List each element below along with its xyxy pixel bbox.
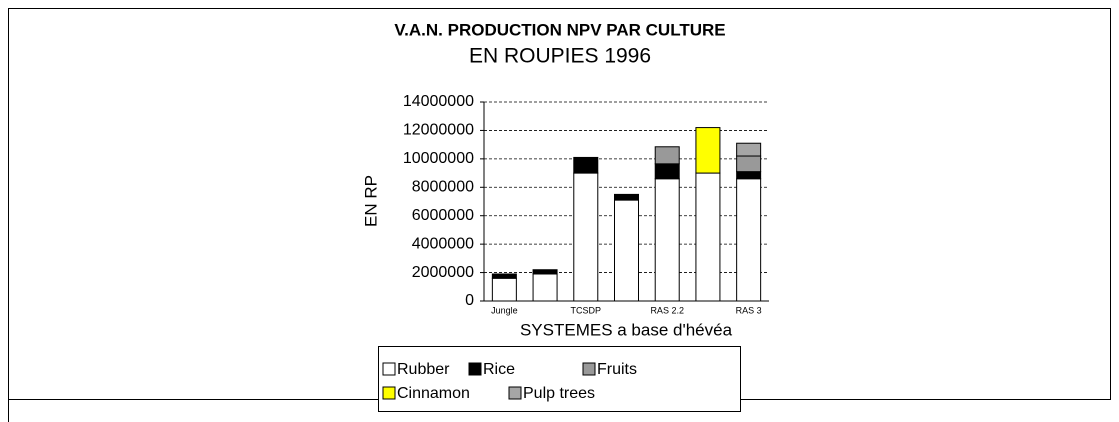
bar-segment [532,269,558,275]
bar-segment [491,277,517,302]
chart-subtitle: EN ROUPIES 1996 [469,45,651,68]
legend-swatch [382,362,396,376]
legend [378,346,741,412]
y-tick-label: 12000000 [403,122,474,139]
legend-swatch [468,362,482,376]
bar-segment [573,172,599,302]
y-tick-label: 6000000 [412,207,474,224]
bar-segment [695,172,721,302]
y-tick-label: 2000000 [412,264,474,281]
bar-segment [573,156,599,174]
bar-segment [614,193,639,201]
legend-swatch [382,386,396,400]
legend-label: Rubber [397,361,450,378]
bar-segment [491,273,517,279]
bar-segment [695,127,721,174]
bar-segment [654,163,680,180]
bar-segment [532,273,558,302]
bar-segment [654,178,680,302]
y-tick-label: 14000000 [403,93,474,110]
bar-segment [654,146,680,165]
y-tick-label: 8000000 [412,179,474,196]
legend-label: Rice [483,361,515,378]
x-tick-label: Jungle [491,305,518,315]
y-tick-label: 4000000 [412,235,474,252]
legend-swatch [508,386,522,400]
legend-label: Fruits [597,361,637,378]
bar-segment [736,155,762,173]
legend-label: Cinnamon [397,385,470,402]
chart-title: V.A.N. PRODUCTION NPV PAR CULTURE [394,20,725,39]
x-axis-label: SYSTEMES a base d'hévéa [520,320,733,339]
bar-segment [614,199,639,302]
y-axis-label: EN RP [361,175,380,227]
y-tick-label: 10000000 [403,150,474,167]
x-tick-label: RAS 3 [736,305,762,315]
legend-label: Pulp trees [523,385,595,402]
legend-swatch [582,362,596,376]
x-tick-label: TCSDP [571,305,602,315]
bar-segment [736,142,762,157]
bar-segment [736,178,762,302]
y-tick-label: 0 [465,292,474,309]
x-tick-label: RAS 2.2 [650,305,684,315]
bar-segment [736,171,762,180]
